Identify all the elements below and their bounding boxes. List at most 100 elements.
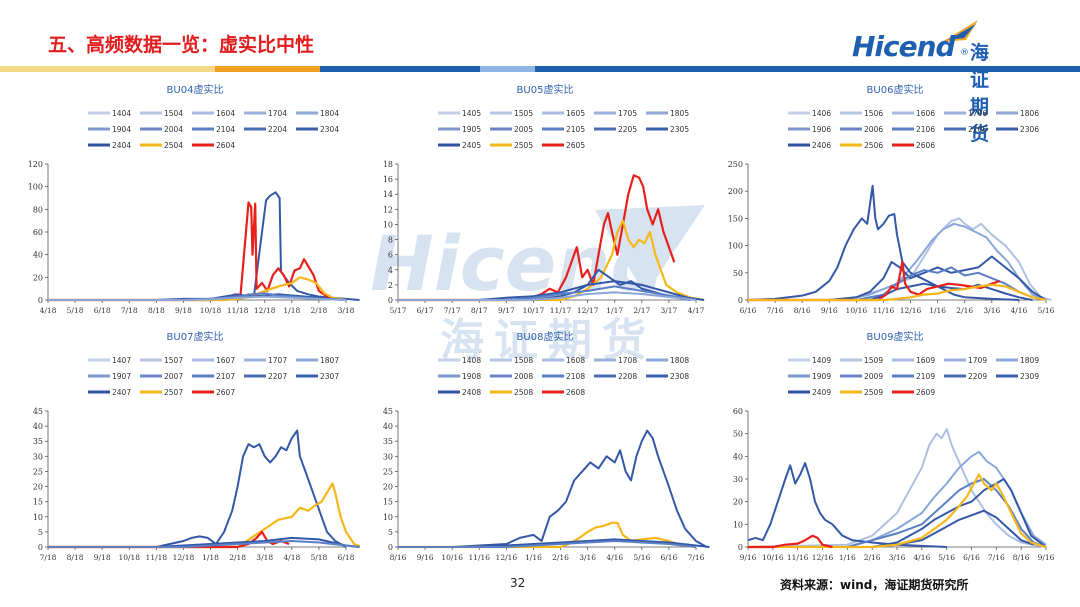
series-line-2206: [748, 255, 1047, 301]
legend-label: 1505: [514, 109, 533, 118]
x-tick-label: 2/16: [864, 553, 881, 562]
legend-label: 1407: [112, 356, 131, 365]
series-line-2106: [747, 184, 1019, 301]
x-tick-label: 5/18: [310, 553, 327, 562]
x-tick-label: 11/18: [227, 306, 249, 315]
legend-label: 1907: [112, 372, 131, 381]
x-tick-label: 7/16: [688, 553, 705, 562]
x-tick-label: 10/16: [762, 553, 784, 562]
x-tick-label: 6/16: [660, 553, 677, 562]
x-tick-label: 3/18: [338, 306, 355, 315]
y-tick-label: 60: [733, 407, 743, 416]
series-line-2609: [748, 534, 833, 549]
x-tick-label: 2/16: [956, 306, 973, 315]
legend-label: 1705: [618, 109, 637, 118]
legend-label: 1804: [320, 109, 339, 118]
y-tick-label: 5: [38, 528, 43, 537]
page-number: 32: [510, 576, 526, 590]
legend-label: 2408: [462, 388, 481, 397]
legend-label: 2107: [216, 372, 235, 381]
logo-chinese: 海证期货: [970, 42, 990, 145]
legend-label: 2509: [864, 388, 883, 397]
x-tick-label: 7/18: [121, 306, 138, 315]
y-tick-label: 15: [33, 498, 43, 507]
logo-registered-mark: ®: [960, 48, 969, 58]
x-tick-label: 7/16: [988, 553, 1005, 562]
x-tick-label: 7/16: [767, 306, 784, 315]
y-tick-label: 10: [33, 513, 43, 522]
source-note: 资料来源：wind，海证期货研究所: [780, 578, 969, 592]
legend-label: 2409: [812, 388, 831, 397]
x-tick-label: 4/16: [1010, 306, 1027, 315]
series-line-2507: [48, 482, 360, 549]
y-tick-label: 60: [33, 228, 43, 237]
x-tick-label: 4/17: [688, 306, 705, 315]
x-tick-label: 7/17: [444, 306, 461, 315]
y-tick-label: 25: [383, 467, 393, 476]
y-tick-label: 20: [33, 483, 43, 492]
x-tick-label: 4/18: [283, 553, 300, 562]
y-tick-label: 30: [383, 452, 393, 461]
x-tick-label: 6/16: [740, 306, 757, 315]
legend-label: 2505: [514, 141, 533, 150]
chart-title: BU08虚实比: [517, 330, 574, 343]
x-tick-label: 11/16: [468, 553, 490, 562]
series-line-2104: [48, 295, 347, 301]
y-tick-label: 45: [383, 407, 393, 416]
y-tick-label: 0: [388, 296, 393, 305]
x-tick-label: 11/16: [787, 553, 809, 562]
chart-title: BU06虚实比: [867, 83, 924, 96]
legend-label: 2009: [864, 372, 883, 381]
bar-segment: [0, 66, 215, 72]
x-tick-label: 3/16: [579, 553, 596, 562]
y-tick-label: 20: [33, 273, 43, 282]
y-tick-label: 0: [38, 296, 43, 305]
chart-title: BU04虚实比: [167, 83, 224, 96]
x-tick-label: 10/16: [441, 553, 463, 562]
y-tick-label: 8: [388, 236, 393, 245]
x-tick-label: 5/16: [938, 553, 955, 562]
chart-bu08: BU08虚实比 1408 1508 1608 1708 1808 1908 2008 2108 2…: [350, 325, 710, 570]
chart-title: BU05虚实比: [517, 83, 574, 96]
x-tick-label: 10/17: [523, 306, 545, 315]
legend-label: 2405: [462, 141, 481, 150]
legend-label: 2305: [670, 125, 689, 134]
x-tick-label: 3/17: [660, 306, 677, 315]
y-tick-label: 200: [728, 187, 743, 196]
series-line-1909: [747, 428, 1047, 548]
chart-bu06: BU06虚实比 1406 1506 1606 1706 1806 1906 2006 2106 2…: [700, 78, 1060, 323]
legend-label: 2605: [566, 141, 585, 150]
x-tick-label: 8/17: [471, 306, 488, 315]
legend-label: 2407: [112, 388, 131, 397]
y-tick-label: 40: [33, 422, 43, 431]
legend-label: 1909: [812, 372, 831, 381]
legend-label: 1408: [462, 356, 481, 365]
x-tick-label: 1/18: [283, 306, 300, 315]
series-line-2309: [748, 478, 1047, 548]
y-tick-label: 5: [388, 528, 393, 537]
y-tick-label: 30: [33, 452, 43, 461]
legend-label: 1704: [268, 109, 287, 118]
x-tick-label: 12/16: [812, 553, 834, 562]
chart-bu09: BU09虚实比 1409 1509 1609 1709 1809 1909 2009 2109 2…: [700, 325, 1060, 570]
x-tick-label: 2/18: [310, 306, 327, 315]
bar-segment: [320, 66, 480, 72]
x-tick-label: 5/16: [633, 553, 650, 562]
y-tick-label: 20: [383, 483, 393, 492]
y-tick-label: 6: [388, 251, 393, 260]
x-tick-label: 1/16: [839, 553, 856, 562]
y-tick-label: 45: [33, 407, 43, 416]
legend-label: 2508: [514, 388, 533, 397]
y-tick-label: 80: [33, 205, 43, 214]
x-tick-label: 9/16: [1038, 553, 1055, 562]
x-tick-label: 6/18: [338, 553, 355, 562]
x-tick-label: 2/16: [552, 553, 569, 562]
y-tick-label: 30: [733, 475, 743, 484]
x-tick-label: 11/17: [550, 306, 572, 315]
legend-label: 1406: [812, 109, 831, 118]
y-tick-label: 0: [738, 296, 743, 305]
chart-title: BU07虚实比: [167, 330, 224, 343]
x-tick-label: 12/16: [900, 306, 922, 315]
series-line-2605: [398, 174, 676, 302]
y-tick-label: 10: [383, 220, 393, 229]
